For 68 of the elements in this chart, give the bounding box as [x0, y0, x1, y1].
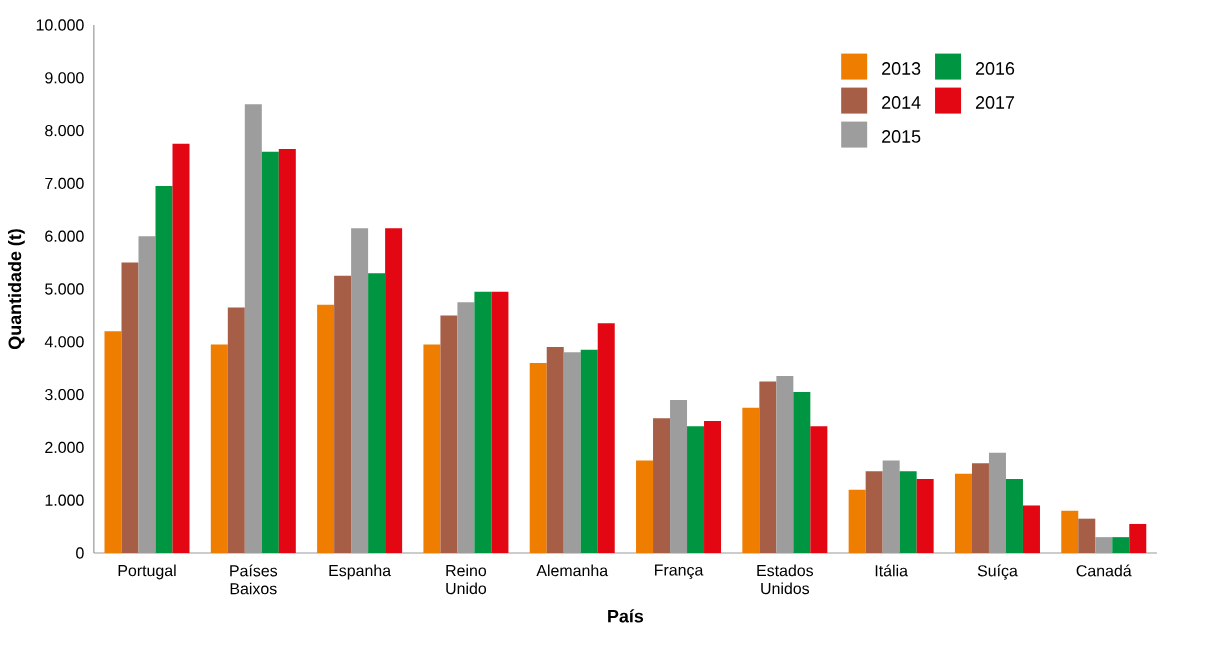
- y-axis-title: Quantidade (t): [8, 229, 25, 350]
- bar: [210, 344, 228, 553]
- y-tick-label: 5.000: [45, 283, 84, 295]
- bar: [1129, 523, 1147, 553]
- bar: [368, 273, 386, 553]
- bar: [1061, 510, 1079, 553]
- x-tick-label: Suíça: [977, 564, 1018, 580]
- x-tick-label: Países Baixos: [230, 564, 278, 595]
- bar: [474, 291, 492, 553]
- bar: [385, 228, 403, 553]
- legend-label: 2013: [882, 62, 921, 75]
- y-tick-label: 7.000: [45, 177, 84, 190]
- legend-label: 2014: [882, 96, 921, 109]
- bar: [121, 262, 139, 553]
- legend-label: 2017: [975, 96, 1015, 109]
- y-tick-label: 8.000: [45, 124, 84, 137]
- bar: [1078, 518, 1096, 553]
- bar: [580, 349, 598, 553]
- bar: [104, 331, 122, 553]
- bar: [810, 426, 828, 553]
- x-tick-label: Portugal: [118, 564, 176, 580]
- bar: [546, 347, 564, 553]
- bar: [172, 143, 190, 553]
- bar: [529, 362, 547, 553]
- bar: [759, 381, 777, 553]
- y-tick-label: 0: [76, 547, 84, 559]
- bar: [317, 304, 335, 553]
- bar: [793, 391, 811, 553]
- bar: [971, 463, 989, 553]
- bar: [916, 479, 934, 553]
- bar: [597, 323, 615, 553]
- bar: [423, 344, 441, 553]
- bar: [227, 307, 245, 553]
- bar: [687, 426, 705, 553]
- bar: [653, 418, 671, 553]
- bar: [440, 315, 458, 553]
- bar: [491, 291, 509, 553]
- y-tick-label: 9.000: [45, 72, 84, 84]
- x-tick-label: Alemanha: [536, 564, 609, 577]
- x-axis-title: País: [608, 609, 644, 623]
- y-tick-label: 1.000: [45, 494, 84, 506]
- legend-label: 2015: [882, 130, 921, 143]
- y-tick-label: 6.000: [45, 230, 84, 242]
- y-tick-label: 2.000: [45, 441, 84, 454]
- x-tick-label: França: [655, 564, 704, 579]
- bar: [954, 473, 972, 553]
- legend-label: 2016: [975, 62, 1015, 75]
- bar: [848, 489, 866, 553]
- bar: [742, 407, 760, 553]
- bar: [334, 275, 352, 553]
- y-tick-label: 4.000: [44, 336, 84, 348]
- bar: [636, 460, 654, 553]
- x-tick-label: Itália: [875, 564, 908, 577]
- bar: [865, 471, 883, 553]
- x-tick-label: Espanha: [329, 564, 392, 580]
- y-tick-label: 3.000: [45, 388, 84, 401]
- bar: [155, 186, 173, 553]
- bar: [899, 471, 917, 553]
- bar: [704, 421, 722, 553]
- bar: [1005, 479, 1023, 553]
- bar: [278, 149, 296, 553]
- bar: [1022, 505, 1040, 553]
- x-tick-label: Estados Unidos: [757, 564, 814, 595]
- bar: [1112, 537, 1130, 553]
- x-tick-label: Canadá: [1076, 564, 1132, 577]
- y-tick-label: 10.000: [36, 19, 84, 31]
- bar: [261, 151, 279, 553]
- x-tick-label: Reino Unido: [446, 564, 487, 595]
